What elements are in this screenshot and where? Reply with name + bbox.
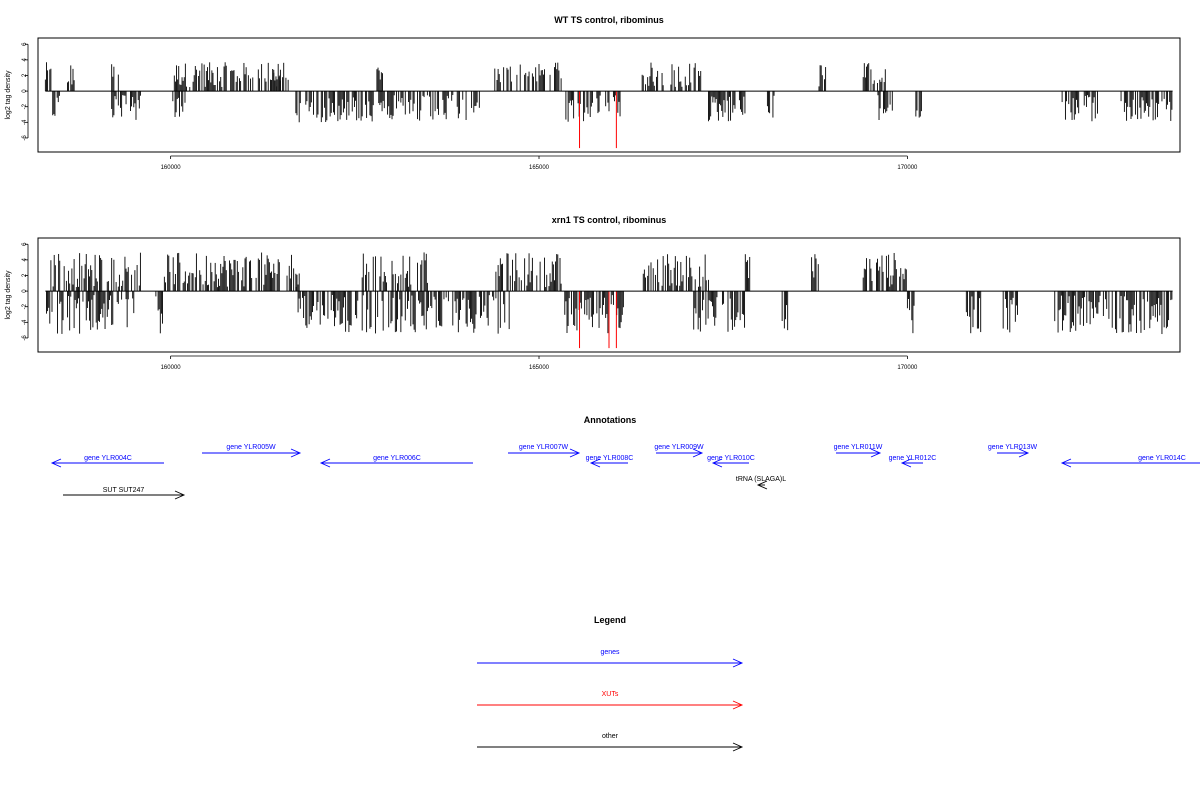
y-axis-label: log2 tag density <box>5 70 12 120</box>
chart-panel-2: xrn1 TS control, ribominus 6 4 2 0 -2 -4 -6 log2… <box>5 215 1181 371</box>
x-tick-label: 160000 <box>161 365 182 371</box>
x-tick-label: 165000 <box>529 165 550 171</box>
plot-frame <box>37 37 1181 153</box>
annotation-item: gene YLR011W <box>834 444 883 458</box>
x-tick-label: 170000 <box>897 365 918 371</box>
arrowhead-right <box>174 490 186 500</box>
y-tick-label: 4 <box>22 258 28 262</box>
legend-label: genes <box>600 649 620 656</box>
arrowhead-left <box>756 480 768 490</box>
arrowhead-right <box>732 742 744 752</box>
y-tick-label: -4 <box>22 119 28 125</box>
annotation-label: gene YLR004C <box>84 455 132 462</box>
annotation-item: gene YLR006C <box>319 455 473 468</box>
annotation-item: gene YLR004C <box>50 455 164 468</box>
annotations-panel: Annotations gene YLR004C gene YLR005W gene … <box>50 415 1200 500</box>
annotation-label: SUT SUT247 <box>103 487 145 494</box>
arrowhead-left <box>50 458 62 468</box>
y-tick-label: -6 <box>22 335 28 341</box>
annotation-label: gene YLR011W <box>834 444 883 451</box>
annotations-title: Annotations <box>584 415 637 425</box>
y-tick-label: -4 <box>22 319 28 325</box>
annotation-label: gene YLR008C <box>586 455 634 462</box>
y-tick-label: -6 <box>22 135 28 141</box>
y-tick-label: 0 <box>22 289 28 293</box>
legend-item: other <box>477 733 744 752</box>
y-tick-label: -2 <box>22 103 28 109</box>
legend-label: XUTs <box>602 691 619 698</box>
arrowhead-right <box>1018 448 1030 458</box>
plot-frame <box>37 237 1181 353</box>
arrowhead-left <box>900 458 912 468</box>
arrowhead-right <box>692 448 704 458</box>
legend-title: Legend <box>594 615 626 625</box>
arrowhead-right <box>732 658 744 668</box>
chart-title: xrn1 TS control, ribominus <box>552 215 667 225</box>
annotation-item: gene YLR007W <box>508 444 581 458</box>
y-tick-label: 2 <box>22 73 28 77</box>
annotation-item: tRNA (SLAGA)L <box>736 476 786 490</box>
y-tick-label: 6 <box>22 42 28 46</box>
bar-series <box>44 62 1173 149</box>
arrowhead-left <box>711 458 723 468</box>
y-tick-label: 4 <box>22 58 28 62</box>
x-tick-label: 170000 <box>897 165 918 171</box>
annotation-label: gene YLR010C <box>707 455 755 462</box>
x-tick-label: 165000 <box>529 365 550 371</box>
annotation-label: gene YLR005W <box>226 444 276 451</box>
x-tick-label: 160000 <box>161 165 182 171</box>
annotation-item: gene YLR008C <box>586 455 634 468</box>
y-tick-label: 2 <box>22 273 28 277</box>
arrowhead-right <box>870 448 882 458</box>
legend-item: XUTs <box>477 691 744 710</box>
arrowhead-left <box>1060 458 1072 468</box>
bar-series <box>46 252 1173 349</box>
annotation-item: gene YLR009W <box>654 444 704 458</box>
annotation-label: gene YLR006C <box>373 455 421 462</box>
arrowhead-right <box>569 448 581 458</box>
annotation-item: gene YLR013W <box>988 444 1038 458</box>
annotation-label: gene YLR009W <box>654 444 704 451</box>
annotation-label: gene YLR012C <box>889 455 937 462</box>
annotation-item: SUT SUT247 <box>63 487 186 500</box>
chart-title: WT TS control, ribominus <box>554 15 664 25</box>
arrowhead-right <box>290 448 302 458</box>
annotation-label: gene YLR013W <box>988 444 1038 451</box>
annotation-item: gene YLR014C <box>1060 455 1200 468</box>
arrowhead-left <box>589 458 601 468</box>
y-tick-label: 6 <box>22 242 28 246</box>
y-tick-label: 0 <box>22 89 28 93</box>
y-axis-label: log2 tag density <box>5 270 12 320</box>
legend-label: other <box>602 733 619 740</box>
y-tick-label: -2 <box>22 303 28 309</box>
annotation-label: tRNA (SLAGA)L <box>736 476 786 483</box>
chart-panel-1: WT TS control, ribominus 6 4 2 0 -2 -4 -6 log2 t… <box>5 15 1181 171</box>
annotation-item: gene YLR005W <box>202 444 302 458</box>
arrowhead-right <box>732 700 744 710</box>
annotation-item: gene YLR010C <box>707 455 755 468</box>
annotation-label: gene YLR007W <box>519 444 569 451</box>
arrowhead-left <box>319 458 331 468</box>
annotation-item: gene YLR012C <box>889 455 937 468</box>
legend-item: genes <box>477 649 744 668</box>
legend: Legend genes XUTs other <box>477 615 744 752</box>
annotation-label: gene YLR014C <box>1138 455 1186 462</box>
